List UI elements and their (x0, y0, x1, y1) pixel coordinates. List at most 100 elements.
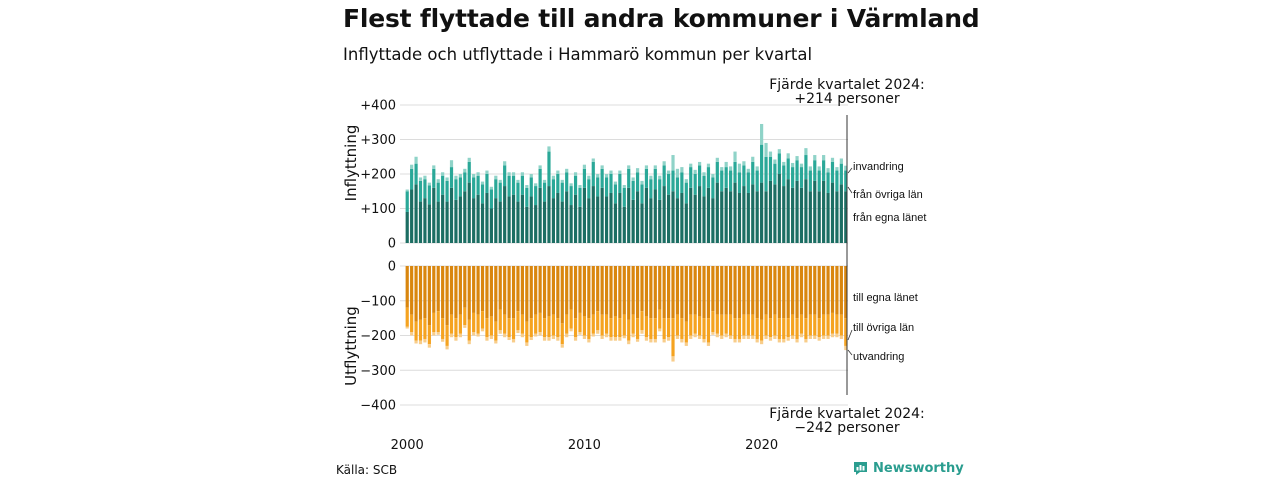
bar-segment-in (751, 161, 755, 185)
bar-segment-out (786, 337, 790, 341)
bar-segment-out (698, 316, 702, 336)
label-invandring: invandring (853, 161, 904, 173)
bar-segment-out (782, 266, 786, 319)
bar-segment-out (746, 335, 750, 339)
bar-segment-out (547, 316, 551, 338)
bar-segment-in (822, 160, 826, 181)
bar-segment-in (582, 164, 587, 169)
bar-segment-out (618, 266, 622, 319)
bar-segment-out (503, 266, 507, 315)
bar-segment-in (560, 201, 564, 243)
bar-segment-in (445, 177, 449, 181)
brand-logo: Newsworthy (853, 461, 964, 476)
bar-segment-out (737, 266, 742, 319)
bar-segment-in (839, 184, 843, 243)
bar-segment-out (746, 266, 750, 315)
bar-segment-out (791, 266, 795, 315)
annotation-bottom-line1: Fjärde kvartalet 2024: (769, 406, 925, 422)
bar-segment-out (538, 312, 542, 333)
bar-segment-in (746, 172, 750, 193)
bar-segment-out (573, 266, 578, 319)
bar-segment-out (498, 330, 502, 334)
bar-segment-in (538, 187, 542, 243)
annotation-top-line1: Fjärde kvartalet 2024: (769, 77, 925, 93)
bar-segment-in (427, 185, 431, 205)
bar-segment-out (742, 314, 746, 336)
bar-segment-in (644, 165, 649, 169)
bar-segment-in (405, 189, 409, 192)
x-tick: 2000 (391, 438, 424, 453)
bar-segment-in (830, 157, 835, 162)
bar-segment-out (507, 318, 511, 338)
bar-segment-in (445, 201, 449, 243)
bar-segment-out (449, 266, 454, 315)
bar-segment-out (445, 325, 449, 346)
bar-segment-in (578, 187, 582, 207)
y-tick-top: +100 (360, 202, 396, 217)
bar-segment-out (534, 266, 538, 315)
bar-segment-in (706, 163, 711, 168)
bar-segment-in (520, 175, 524, 195)
bar-segment-in (817, 191, 821, 243)
bar-segment-in (432, 187, 436, 243)
bar-segment-out (485, 266, 489, 319)
bar-segment-out (715, 266, 719, 315)
bar-segment-in (782, 186, 786, 243)
bar-segment-out (573, 318, 578, 338)
bar-segment-out (604, 333, 609, 338)
bar-segment-in (498, 182, 502, 202)
bar-segment-out (751, 335, 755, 339)
bar-segment-out (724, 314, 728, 334)
bar-segment-in (454, 199, 458, 244)
bar-segment-in (472, 174, 476, 178)
bar-segment-out (804, 266, 808, 319)
bar-segment-out (596, 266, 600, 312)
bar-segment-in (472, 198, 476, 243)
bar-segment-out (534, 333, 538, 337)
bar-segment-in (795, 160, 799, 181)
bar-segment-out (649, 266, 653, 319)
bar-segment-in (547, 151, 551, 187)
bar-segment-out (410, 314, 414, 333)
bar-segment-in (485, 170, 489, 174)
bar-segment-in (760, 144, 764, 183)
bar-segment-in (618, 192, 622, 243)
bar-segment-out (503, 333, 507, 338)
bar-segment-in (423, 198, 427, 243)
bar-segment-in (529, 174, 533, 178)
bar-segment-in (644, 187, 649, 243)
bar-segment-in (817, 166, 821, 171)
bar-segment-out (635, 318, 640, 339)
bar-segment-out (733, 318, 737, 339)
x-tick: 2020 (745, 438, 778, 453)
bar-segment-out (817, 266, 821, 319)
bar-segment-out (813, 314, 817, 336)
bar-segment-out (529, 337, 533, 341)
bar-segment-in (658, 179, 662, 200)
bar-segment-in (432, 165, 436, 169)
bar-segment-in (547, 146, 551, 152)
bar-segment-out (702, 318, 706, 339)
bar-segment-in (635, 191, 640, 243)
bar-segment-in (835, 191, 839, 243)
bar-segment-out (542, 266, 547, 319)
bar-segment-out (613, 337, 618, 341)
bar-segment-out (799, 333, 804, 338)
bar-segment-out (489, 316, 493, 336)
bar-segment-in (414, 156, 418, 164)
bar-segment-out (405, 307, 409, 327)
bar-segment-in (516, 179, 520, 183)
bar-segment-out (494, 321, 498, 341)
bar-segment-out (822, 266, 826, 315)
bar-segment-out (525, 321, 529, 343)
bar-segment-out (565, 314, 569, 334)
bar-segment-in (498, 179, 502, 183)
bar-segment-out (684, 342, 688, 346)
bar-segment-in (680, 192, 684, 243)
bar-segment-out (516, 266, 520, 312)
bar-segment-in (582, 168, 587, 188)
bar-segment-out (569, 309, 573, 329)
bar-segment-in (618, 174, 622, 193)
label-fran-egna-lanet: från egna länet (853, 212, 926, 224)
bar-segment-in (777, 153, 781, 174)
